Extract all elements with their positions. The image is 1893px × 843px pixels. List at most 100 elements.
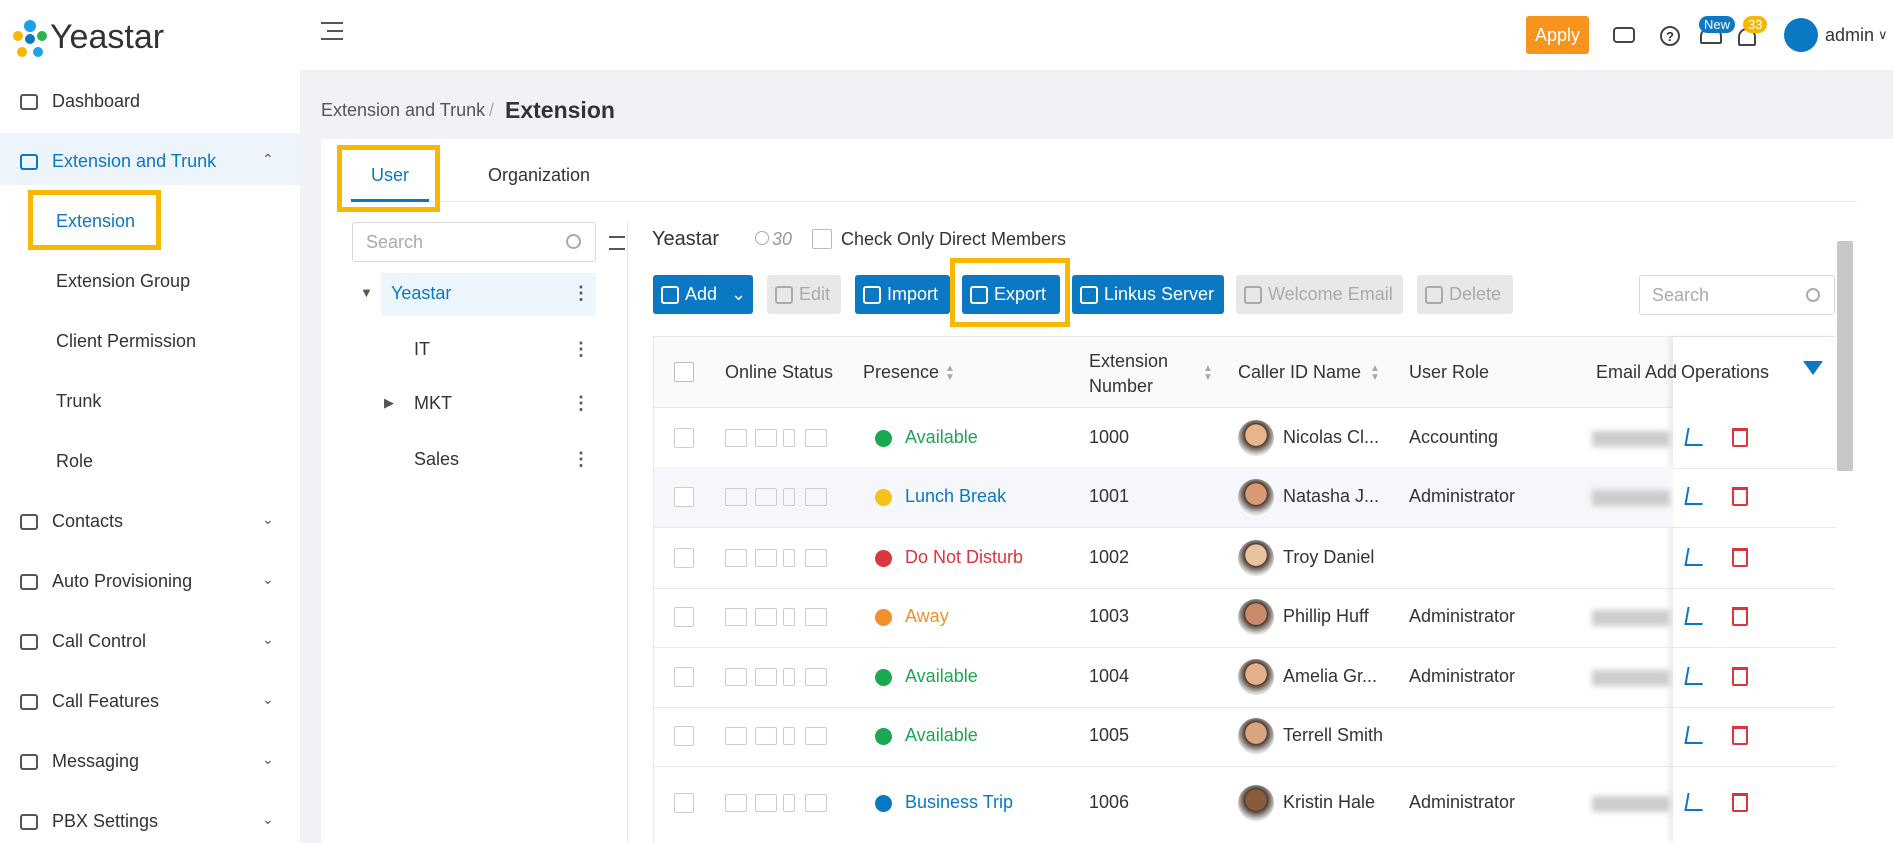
sort-icon[interactable]: ▲ ▼ [1203,363,1213,383]
partner-icon[interactable] [1613,27,1635,43]
row-checkbox[interactable] [674,487,694,507]
breadcrumb-parent[interactable]: Extension and Trunk [321,100,486,120]
presence-icon [875,609,892,626]
tab-user[interactable]: User [370,165,409,185]
tree-menu[interactable]: ⋮ [572,339,590,359]
table-search[interactable]: Search [1639,275,1835,315]
highlight-user-tab [337,145,440,212]
highlight-export [950,258,1070,327]
row-checkbox[interactable] [674,793,694,813]
device-icon [805,429,827,447]
header-checkbox[interactable] [674,362,694,382]
tree-node[interactable]: Yeastar [391,283,452,303]
nav-item[interactable]: Messaging [52,751,140,771]
edit-icon[interactable] [1684,667,1706,685]
extension-number: 1004 [1089,666,1130,686]
delete-icon[interactable] [1732,793,1748,812]
nav-subitem[interactable]: Trunk [56,391,102,411]
column-header: Email Add [1596,362,1678,382]
device-icon [725,608,747,626]
edit-icon[interactable] [1684,487,1706,505]
tree-search[interactable]: Search [352,222,596,262]
row-checkbox[interactable] [674,428,694,448]
row-checkbox[interactable] [674,607,694,627]
nav-subitem[interactable]: Role [56,451,94,471]
nav-subitem[interactable]: Extension [56,211,136,231]
nav-caret: ⌄ [262,691,274,707]
highlight-extension [28,190,161,250]
direct-checkbox[interactable] [812,229,832,249]
edit-icon[interactable] [1684,726,1706,744]
edit-icon[interactable] [1684,428,1706,446]
caller-id-name[interactable]: Terrell Smith [1283,725,1384,745]
caller-id-name[interactable]: Nicolas Cl... [1283,427,1380,447]
device-icon [805,727,827,745]
nav-item[interactable]: Auto Provisioning [52,571,193,591]
caller-id-name[interactable]: Amelia Gr... [1283,666,1378,686]
device-icon [805,668,827,686]
nav-item[interactable]: Extension and Trunk [52,151,217,171]
delete-icon[interactable] [1732,548,1748,567]
toolbar-button[interactable]: Welcome Email [1236,275,1403,314]
table-header [654,337,1834,408]
tree-expand[interactable]: ▶ [384,395,394,410]
column-header: User Role [1409,362,1490,382]
menu-toggle[interactable] [321,22,343,40]
avatar[interactable] [1784,18,1818,52]
toolbar-button[interactable]: Delete [1417,275,1513,314]
user-name[interactable]: admin [1825,25,1875,45]
tree-node[interactable]: MKT [414,393,452,413]
delete-icon[interactable] [1732,726,1748,745]
tree-expand[interactable]: ▼ [360,285,373,300]
caller-id-name[interactable]: Natasha J... [1283,486,1380,506]
nav-item[interactable]: Call Features [52,691,160,711]
sort-icon[interactable]: ▲ ▼ [1370,363,1380,383]
scrollbar[interactable] [1837,241,1853,471]
tab-organization[interactable]: Organization [488,165,591,185]
add-caret: ⌄ [731,284,747,304]
row-checkbox[interactable] [674,726,694,746]
tree-menu[interactable]: ⋮ [572,283,590,303]
nav-icon [20,814,38,830]
avatar [1238,540,1274,576]
caller-id-name[interactable]: Troy Daniel [1283,547,1375,567]
device-icon [783,549,795,567]
row-checkbox[interactable] [674,548,694,568]
edit-icon[interactable] [1684,607,1706,625]
tree-menu[interactable]: ⋮ [572,393,590,413]
edit-icon[interactable] [1684,548,1706,566]
delete-icon[interactable] [1732,487,1748,506]
user-caret[interactable]: ∨ [1878,27,1888,42]
tree-menu[interactable]: ⋮ [572,449,590,469]
nav-item[interactable]: Call Control [52,631,147,651]
caller-id-name[interactable]: Phillip Huff [1283,606,1369,626]
tree-node[interactable]: IT [414,339,430,359]
tree-collapse[interactable] [609,236,625,250]
edit-icon[interactable] [1684,793,1706,811]
user-role: Administrator [1409,606,1516,626]
member-icon [755,231,769,245]
row-checkbox[interactable] [674,667,694,687]
filter-icon[interactable] [1803,361,1823,375]
toolbar-button[interactable]: Edit [767,275,841,314]
apply-button[interactable]: Apply [1526,16,1589,54]
help-icon[interactable]: ? [1660,26,1680,46]
extension-number: 1005 [1089,725,1130,745]
toolbar-button[interactable]: Import [855,275,950,314]
nav-item[interactable]: Dashboard [52,91,141,111]
caller-id-name[interactable]: Kristin Hale [1283,792,1376,812]
nav-item[interactable]: PBX Settings [52,811,159,831]
delete-icon[interactable] [1732,607,1748,626]
nav-item[interactable]: Contacts [52,511,124,531]
nav-subitem[interactable]: Client Permission [56,331,197,351]
column-header: Presence [863,362,940,382]
delete-icon[interactable] [1732,667,1748,686]
nav-subitem[interactable]: Extension Group [56,271,191,291]
delete-icon[interactable] [1732,428,1748,447]
direct-label[interactable]: Check Only Direct Members [841,229,1067,249]
tree-node[interactable]: Sales [414,449,460,469]
sort-icon[interactable]: ▲ ▼ [945,363,955,383]
toolbar-button[interactable]: Linkus Server [1072,275,1224,314]
toolbar-button[interactable]: Add ⌄ [653,275,753,314]
toolbar-button[interactable]: Export [962,275,1060,314]
